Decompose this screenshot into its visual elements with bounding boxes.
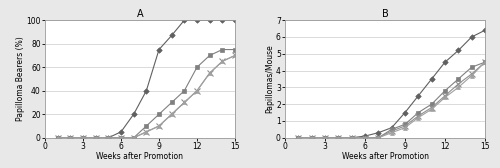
X-axis label: Weeks after Promotion: Weeks after Promotion bbox=[342, 152, 428, 161]
Title: B: B bbox=[382, 9, 388, 19]
Y-axis label: Papilloma Bearers (%): Papilloma Bearers (%) bbox=[16, 37, 25, 121]
Y-axis label: Papillomas/Mouse: Papillomas/Mouse bbox=[266, 45, 274, 113]
X-axis label: Weeks after Promotion: Weeks after Promotion bbox=[96, 152, 184, 161]
Title: A: A bbox=[136, 9, 143, 19]
